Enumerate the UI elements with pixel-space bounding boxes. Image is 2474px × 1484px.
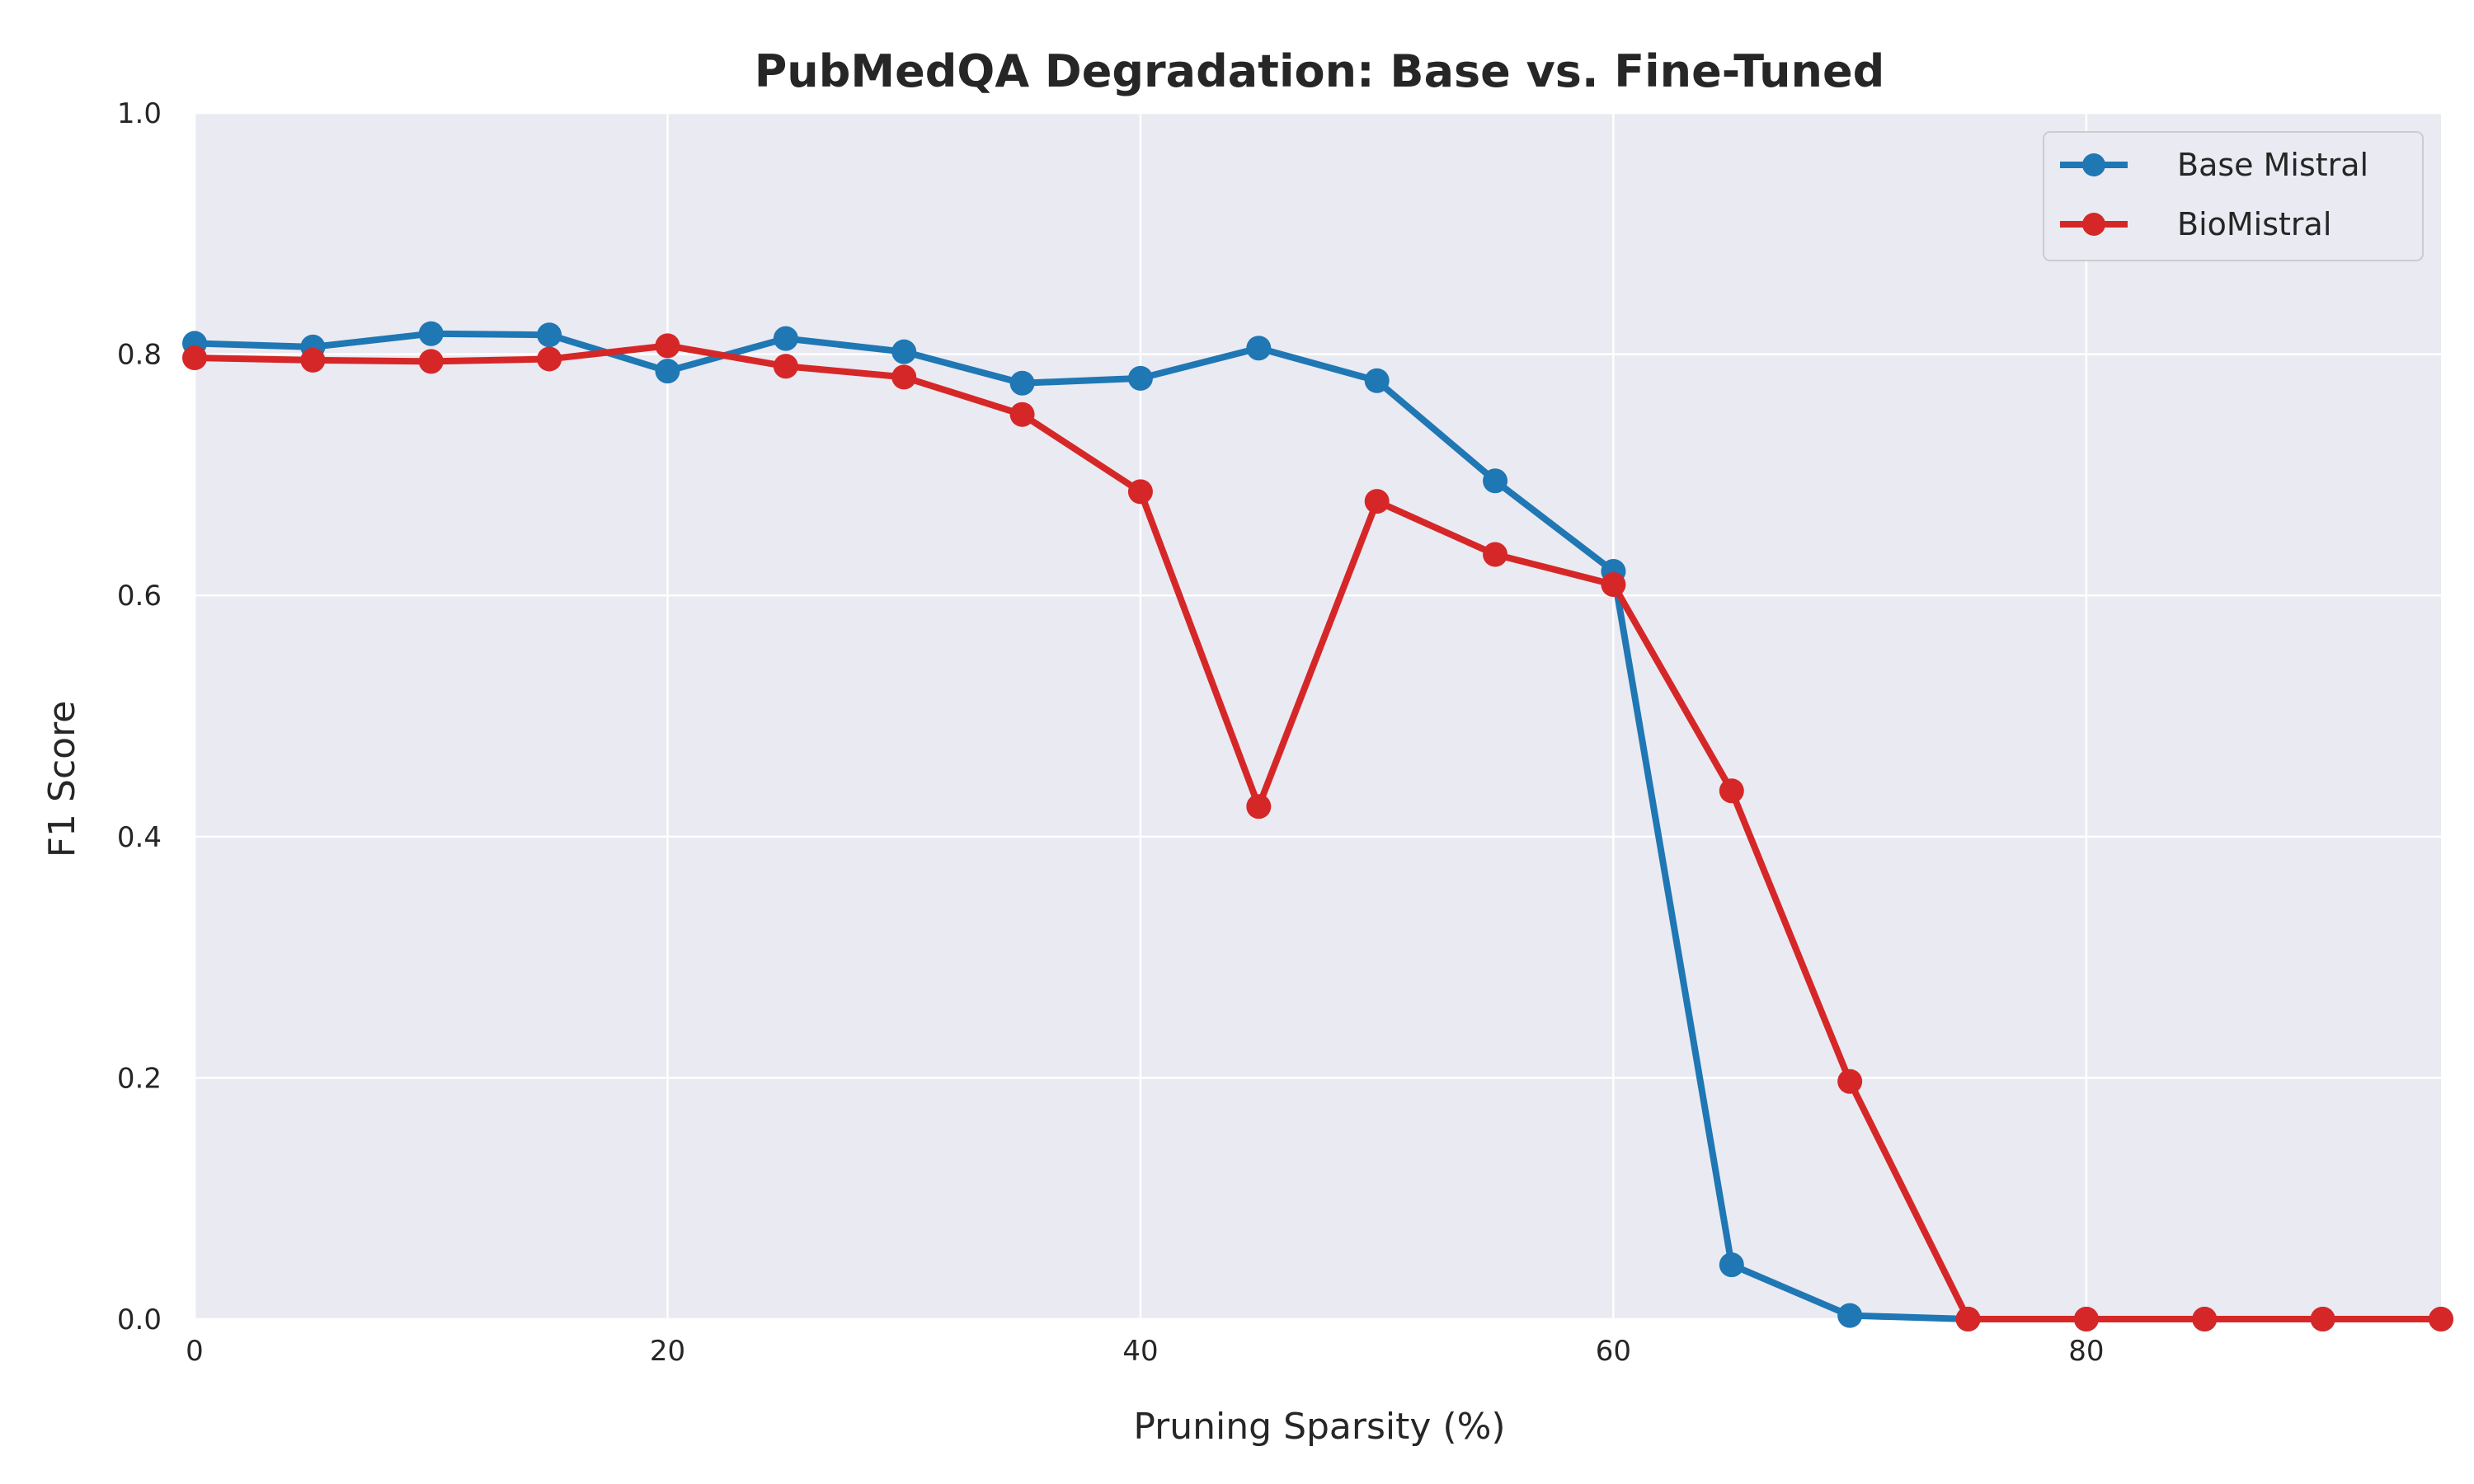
grid-lines bbox=[193, 111, 2441, 1321]
legend-box bbox=[2043, 131, 2424, 261]
legend-marker-base-mistral bbox=[2082, 153, 2105, 176]
tick-labels: 0 20 40 60 80 0.0 0.2 0.4 0.6 0.8 1.0 bbox=[117, 97, 2105, 1368]
series-layer bbox=[182, 321, 2453, 1331]
data-point-base-mistral bbox=[1719, 1252, 1744, 1278]
data-point-biomistral bbox=[1127, 479, 1153, 505]
legend: Base Mistral BioMistral bbox=[2043, 131, 2424, 261]
data-point-base-mistral bbox=[1837, 1303, 1863, 1328]
data-point-biomistral bbox=[1837, 1068, 1863, 1094]
data-point-biomistral bbox=[2073, 1307, 2099, 1331]
data-point-biomistral bbox=[537, 346, 562, 372]
data-point-biomistral bbox=[655, 333, 680, 359]
data-point-base-mistral bbox=[655, 359, 680, 384]
y-tick-label: 0.8 bbox=[117, 339, 162, 372]
x-tick-label: 40 bbox=[1122, 1335, 1158, 1368]
data-point-biomistral bbox=[2429, 1307, 2453, 1331]
legend-label-biomistral: BioMistral bbox=[2177, 206, 2331, 242]
data-point-biomistral bbox=[773, 354, 798, 379]
data-point-biomistral bbox=[1364, 489, 1390, 514]
data-point-biomistral bbox=[418, 349, 444, 374]
series-line-biomistral bbox=[194, 342, 2441, 1322]
y-tick-label: 1.0 bbox=[117, 97, 162, 130]
data-point-base-mistral bbox=[891, 339, 917, 364]
legend-label-base-mistral: Base Mistral bbox=[2177, 147, 2368, 183]
data-point-base-mistral bbox=[537, 322, 562, 348]
legend-marker-biomistral bbox=[2082, 213, 2105, 236]
data-point-biomistral bbox=[2310, 1307, 2335, 1331]
x-tick-label: 0 bbox=[186, 1335, 204, 1368]
data-point-biomistral bbox=[891, 364, 917, 390]
data-point-biomistral bbox=[182, 345, 207, 370]
y-tick-label: 0.0 bbox=[117, 1303, 162, 1336]
chart-title: PubMedQA Degradation: Base vs. Fine-Tune… bbox=[755, 45, 1885, 97]
data-point-biomistral bbox=[1719, 778, 1744, 804]
data-point-biomistral bbox=[1009, 402, 1035, 427]
data-point-base-mistral bbox=[773, 326, 798, 351]
y-tick-label: 0.4 bbox=[117, 821, 162, 854]
y-tick-label: 0.2 bbox=[117, 1062, 162, 1095]
data-point-base-mistral bbox=[418, 321, 444, 346]
data-point-biomistral bbox=[2192, 1307, 2218, 1331]
x-axis-label: Pruning Sparsity (%) bbox=[1133, 1406, 1505, 1448]
data-point-biomistral bbox=[1601, 572, 1626, 598]
y-tick-label: 0.6 bbox=[117, 580, 162, 613]
data-point-biomistral bbox=[1483, 542, 1508, 567]
data-point-biomistral bbox=[1955, 1307, 1981, 1331]
data-point-base-mistral bbox=[1246, 336, 1272, 361]
data-point-base-mistral bbox=[1483, 468, 1508, 494]
plot-background bbox=[195, 113, 2441, 1319]
data-point-base-mistral bbox=[1009, 370, 1035, 396]
x-tick-label: 60 bbox=[1596, 1335, 1631, 1368]
x-tick-label: 20 bbox=[650, 1335, 685, 1368]
data-point-base-mistral bbox=[1127, 365, 1153, 391]
x-tick-label: 80 bbox=[2068, 1335, 2104, 1368]
data-point-base-mistral bbox=[1364, 368, 1390, 393]
data-point-biomistral bbox=[1246, 794, 1272, 819]
data-point-biomistral bbox=[300, 347, 326, 373]
y-axis-label: F1 Score bbox=[41, 701, 83, 858]
